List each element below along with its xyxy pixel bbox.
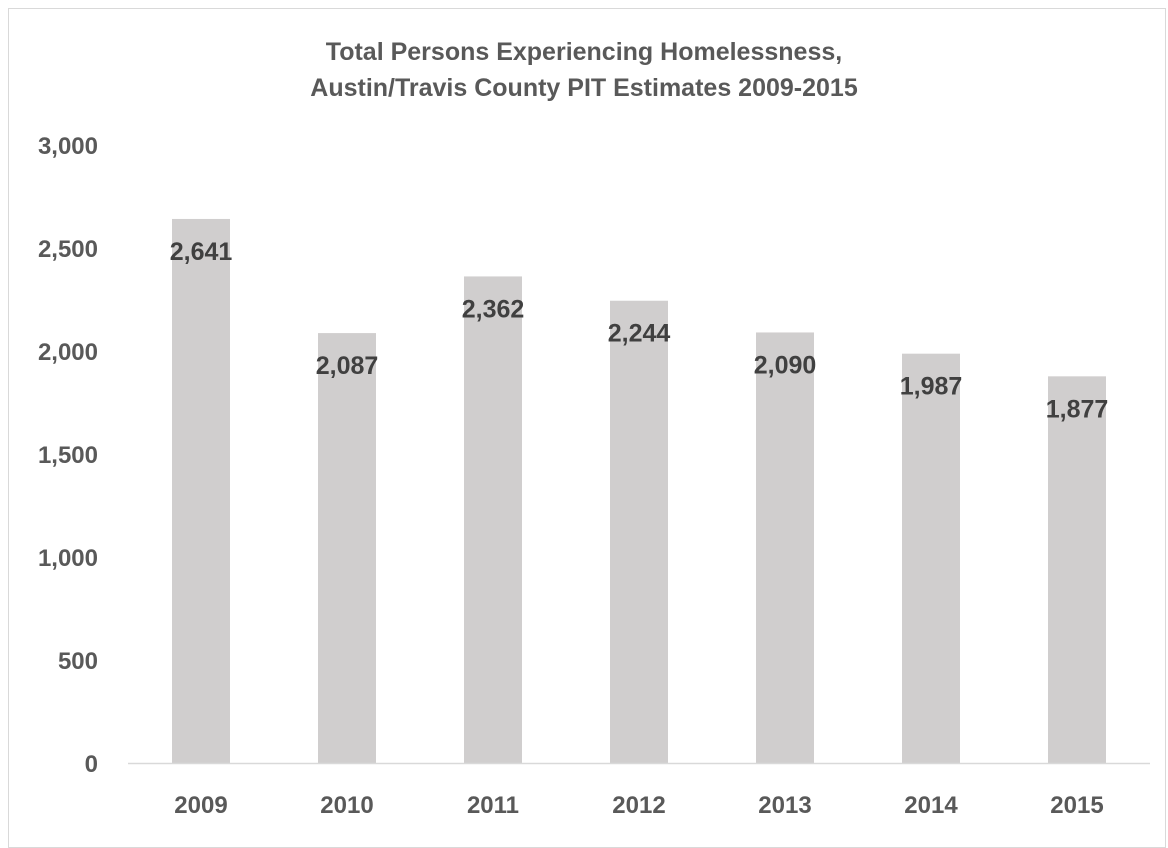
bar	[610, 300, 668, 763]
x-tick-label: 2010	[320, 792, 373, 819]
data-label: 2,244	[608, 320, 671, 348]
y-tick-label: 500	[58, 648, 98, 675]
y-tick-label: 2,500	[38, 236, 98, 263]
y-tick-label: 3,000	[38, 133, 98, 160]
x-tick-label: 2012	[612, 792, 665, 819]
x-tick-label: 2009	[174, 792, 227, 819]
y-tick-label: 1,500	[38, 442, 98, 469]
y-tick-label: 0	[85, 751, 98, 778]
chart-subtitle: Austin/Travis County PIT Estimates 2009-…	[310, 74, 858, 102]
y-tick-label: 2,000	[38, 339, 98, 366]
chart-title-line-1: Total Persons Experiencing Homelessness,	[325, 38, 843, 66]
bar	[902, 353, 960, 763]
x-tick-label: 2014	[904, 792, 958, 819]
bar	[464, 276, 522, 763]
x-tick-label: 2015	[1050, 792, 1103, 819]
data-label: 1,987	[900, 373, 963, 401]
data-label: 2,090	[754, 351, 817, 379]
data-label: 1,877	[1046, 395, 1109, 423]
x-tick-label: 2011	[467, 792, 519, 819]
x-tick-label: 2013	[758, 792, 811, 819]
data-label: 2,362	[462, 295, 525, 323]
y-tick-label: 1,000	[38, 545, 98, 572]
data-label: 2,641	[170, 238, 233, 266]
bar	[172, 218, 230, 764]
bar	[318, 333, 376, 763]
data-label: 2,087	[316, 352, 379, 380]
bar	[756, 332, 814, 763]
chart-title: Total Persons Experiencing Homelessness,…	[0, 34, 1168, 106]
bar	[1048, 376, 1106, 763]
